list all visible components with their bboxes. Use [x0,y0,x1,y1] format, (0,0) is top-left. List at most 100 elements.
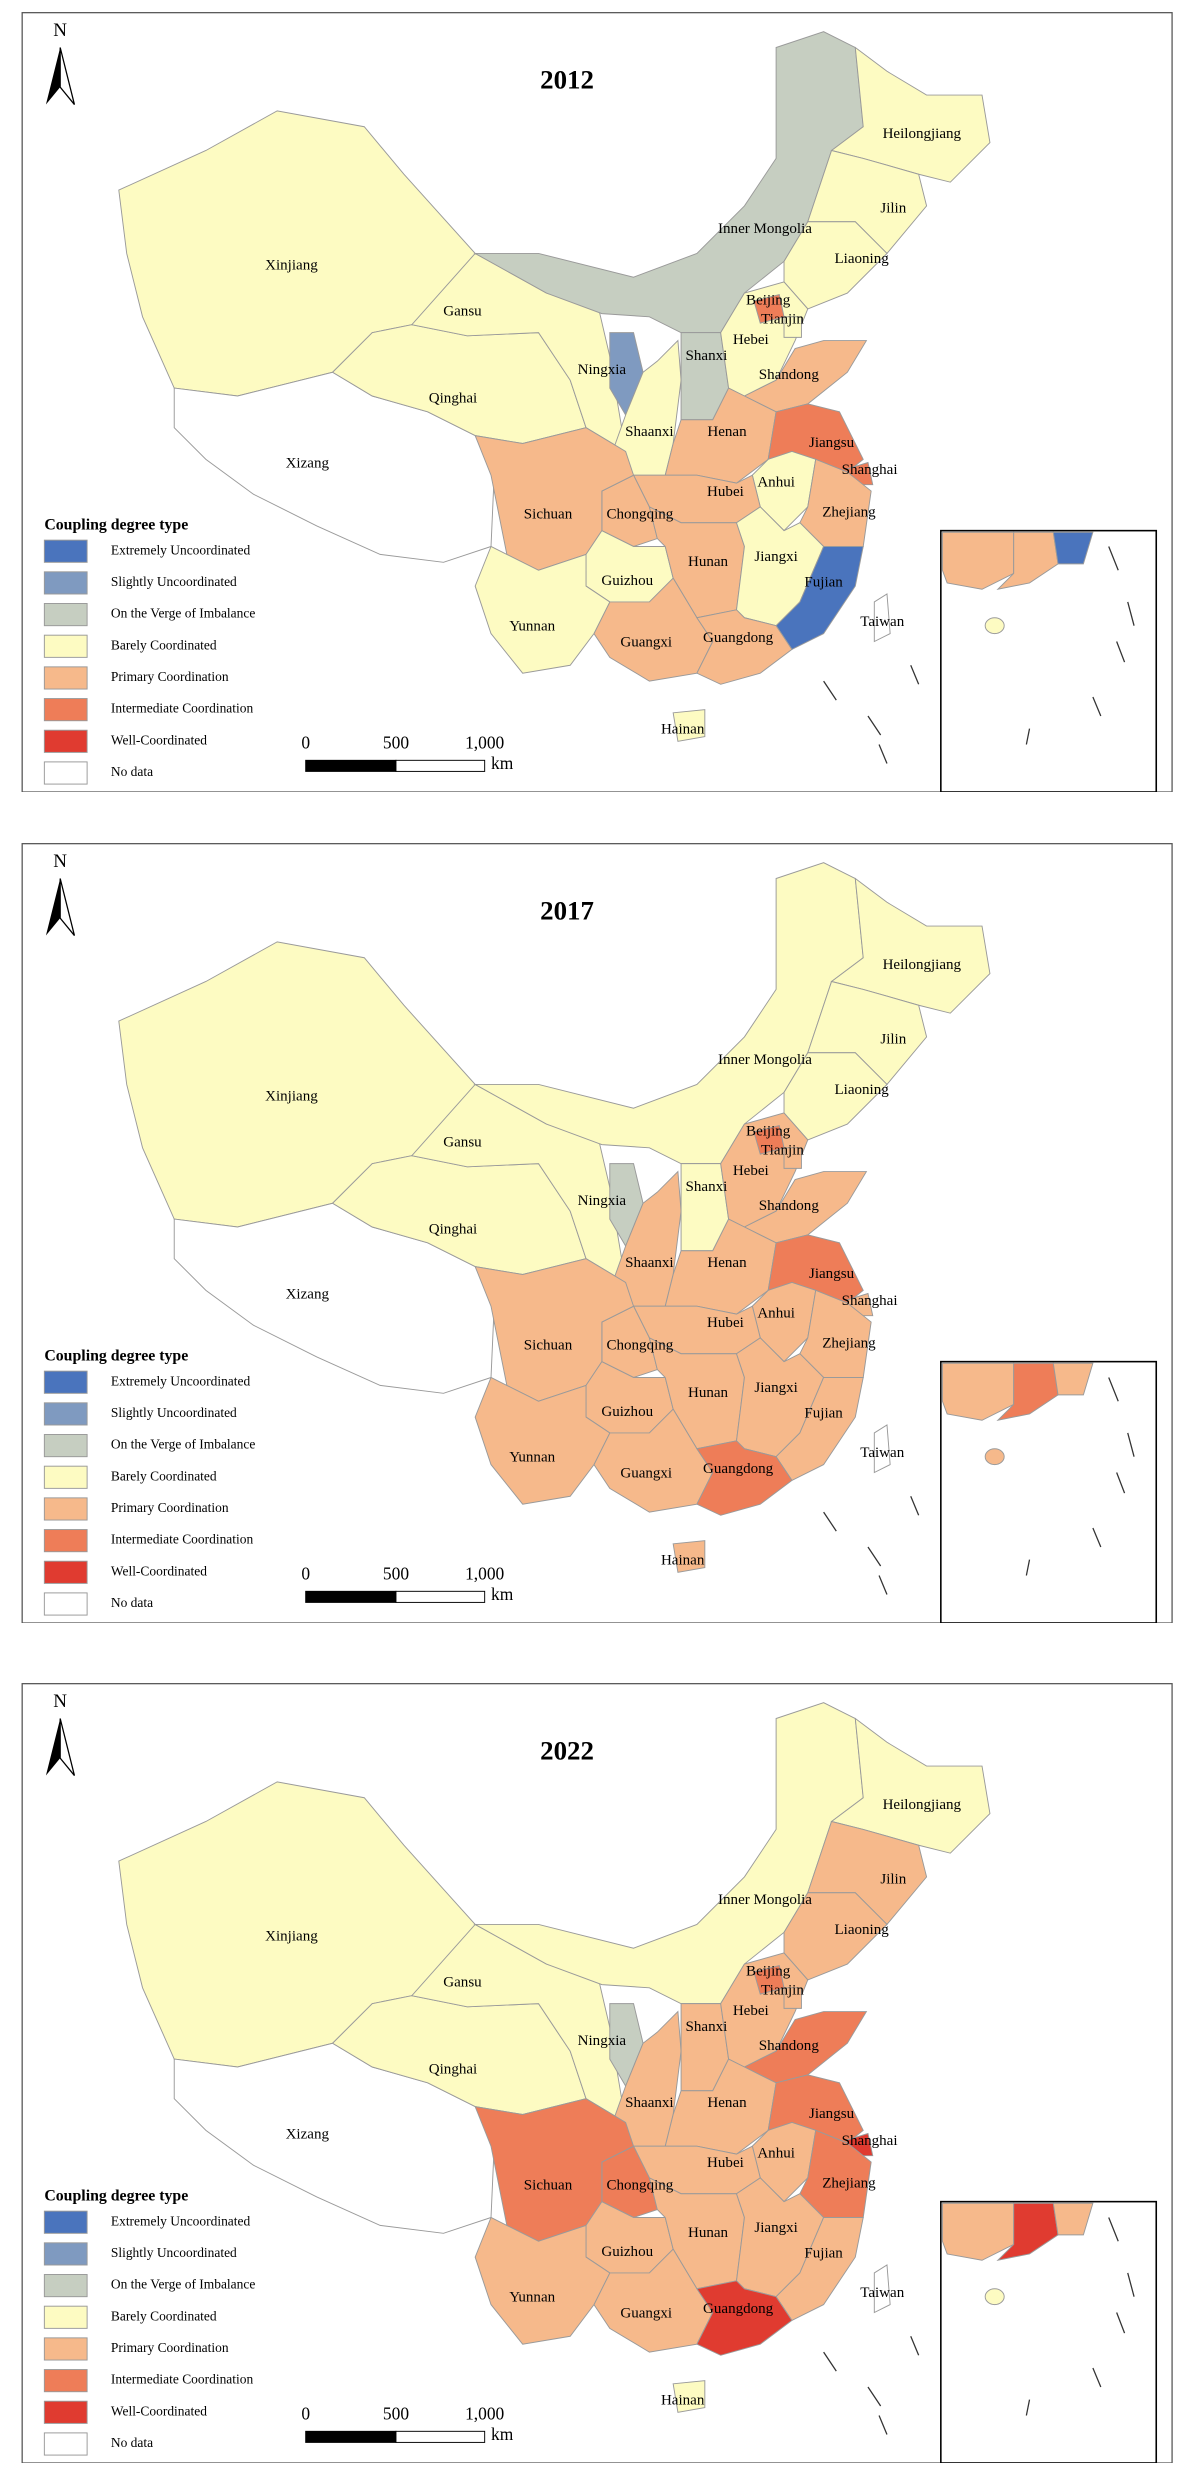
scale-label: 0 [301,732,310,752]
province-label: Chongqing [606,2177,673,2193]
legend-swatch [43,603,88,627]
province-label: Heilongjiang [883,957,962,973]
province-label: Xinjiang [265,258,318,274]
province-label: Jiangxi [754,549,797,565]
province-label: Jiangsu [809,1266,855,1282]
map-panel: Xinjiang Xizang Qinghai Gansu Inner Mongolia… [21,12,1173,792]
scale-bar [395,1590,486,1603]
province-label: Gansu [443,1975,482,1991]
legend-swatch [43,729,88,753]
province-label: Gansu [443,1135,482,1151]
scale-label: 500 [383,732,409,752]
legend-title: Coupling degree type [44,2188,188,2205]
province-label: Guangdong [703,630,774,646]
province [873,1424,891,1474]
boundary-line [1108,1377,1119,1402]
legend-swatch [43,539,88,563]
province-label: Jiangxi [754,2220,797,2236]
legend-label: Barely Coordinated [111,637,217,652]
scale-label: 1,000 [465,2403,504,2423]
legend-label: Extremely Uncoordinated [111,542,251,557]
province-label: Shanghai [842,1293,898,1309]
boundary-line [910,1496,920,1516]
province-label: Hebei [733,2003,769,2019]
province-label: Hubei [707,1315,744,1331]
boundary-line [1116,2312,1126,2334]
province [474,1258,635,1402]
boundary-line [823,2351,837,2372]
scale-label: 500 [383,2403,409,2423]
province-label: Hainan [661,1553,705,1569]
province-label: Xinjiang [265,1089,318,1105]
province-label: Xizang [286,2127,330,2143]
legend-label: On the Verge of Imbalance [111,2277,255,2292]
legend-label: Slightly Uncoordinated [111,1405,237,1420]
province-label: Beijing [746,1123,791,1139]
legend-title: Coupling degree type [44,517,188,534]
scale-label: 1,000 [465,1563,504,1583]
scale-unit: km [491,1584,514,1604]
legend-swatch [43,1370,88,1394]
province-label: Sichuan [524,1337,573,1353]
legend-label: On the Verge of Imbalance [111,1437,255,1452]
boundary-line [1092,1527,1102,1548]
north-label: N [53,20,67,41]
legend-swatch [43,2400,88,2424]
province-label: Yunnan [509,2290,555,2306]
boundary-line [1025,1559,1031,1576]
province-label: Sichuan [524,2177,573,2193]
province-label: Shanxi [686,2019,728,2035]
boundary-line [910,2336,920,2356]
legend-label: Intermediate Coordination [111,2372,254,2387]
legend-swatch [43,2210,88,2234]
legend-swatch [43,2242,88,2266]
legend-swatch [43,2432,88,2456]
boundary-line [1127,1432,1135,1457]
province-label: Zhejiang [822,2176,876,2192]
map-panel: Xinjiang Xizang Qinghai Gansu Inner Mongolia… [21,843,1173,1623]
province [783,1147,802,1169]
province-label: Fujian [804,574,843,590]
legend-swatch [43,666,88,690]
province-label: Zhejiang [822,1336,876,1352]
province-label: Henan [707,2095,747,2111]
province-label: Guizhou [601,573,653,589]
legend-label: Well-Coordinated [111,1563,207,1578]
north-label: N [53,851,67,872]
boundary-line [1116,1472,1126,1494]
boundary-line [823,1511,837,1532]
province-label: Yunnan [509,619,555,635]
province-label: Hubei [707,2155,744,2171]
province-label: Shandong [759,1198,820,1214]
legend-swatch [43,1529,88,1553]
legend-label: Primary Coordination [111,1500,229,1515]
map-panel: Xinjiang Xizang Qinghai Gansu Inner Mongolia… [21,1683,1173,2463]
legend-label: Barely Coordinated [111,2308,217,2323]
province-label: Sichuan [524,506,573,522]
scale-bar [395,2430,486,2443]
legend-title: Coupling degree type [44,1348,188,1365]
north-label: N [53,1691,67,1712]
legend-swatch [43,2369,88,2393]
province-label: Tianjin [761,311,804,327]
province-label: Jiangsu [809,2106,855,2122]
north-arrow [59,878,76,936]
province-label: Taiwan [860,2285,905,2301]
province [672,709,706,742]
scale-bar [305,759,397,772]
boundary-line [878,1575,888,1595]
province-label: Hunan [688,1385,729,1401]
legend-label: Extremely Uncoordinated [111,2213,251,2228]
province-label: Tianjin [761,1982,804,1998]
boundary-line [1025,728,1031,745]
province [474,1376,611,1505]
province [474,427,635,571]
inset-island [984,617,1005,635]
province-label: Shaanxi [625,424,673,440]
province [696,2280,793,2356]
province [474,2216,611,2345]
province-label: Inner Mongolia [718,221,812,237]
legend-label: Intermediate Coordination [111,1532,254,1547]
province-label: Beijing [746,1963,791,1979]
province-label: Shandong [759,367,820,383]
